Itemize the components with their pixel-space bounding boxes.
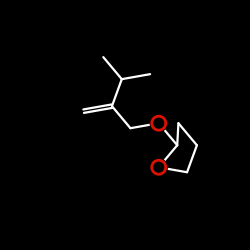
Circle shape	[150, 115, 167, 132]
Circle shape	[150, 159, 167, 176]
